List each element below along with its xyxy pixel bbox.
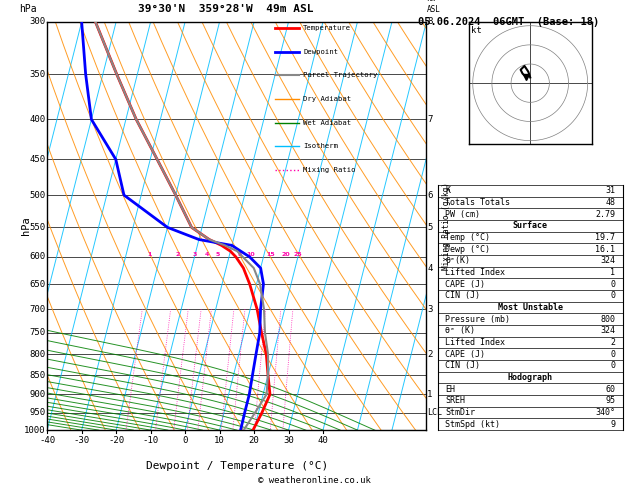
Text: CAPE (J): CAPE (J) [445, 279, 485, 289]
Text: CIN (J): CIN (J) [445, 362, 480, 370]
Text: CAPE (J): CAPE (J) [445, 350, 485, 359]
Text: 48: 48 [605, 198, 615, 207]
Text: 900: 900 [29, 390, 45, 399]
Text: Lifted Index: Lifted Index [445, 338, 505, 347]
Text: 450: 450 [29, 155, 45, 164]
Text: Wet Adiabat: Wet Adiabat [303, 120, 351, 126]
Text: 0: 0 [182, 436, 188, 445]
Text: 4: 4 [427, 263, 433, 273]
Text: Isotherm: Isotherm [303, 143, 338, 149]
Text: 3: 3 [427, 305, 433, 313]
Text: 800: 800 [600, 315, 615, 324]
Text: 340°: 340° [595, 408, 615, 417]
Text: Parcel Trajectory: Parcel Trajectory [303, 72, 377, 78]
Text: © weatheronline.co.uk: © weatheronline.co.uk [258, 476, 371, 485]
Text: CIN (J): CIN (J) [445, 291, 480, 300]
Text: 0: 0 [610, 362, 615, 370]
Text: 750: 750 [29, 328, 45, 337]
Text: StmSpd (kt): StmSpd (kt) [445, 420, 500, 429]
Text: 0: 0 [610, 279, 615, 289]
Text: 10: 10 [214, 436, 225, 445]
Text: StmDir: StmDir [445, 408, 475, 417]
Text: Dry Adiabat: Dry Adiabat [303, 96, 351, 102]
Text: Dewp (°C): Dewp (°C) [445, 244, 490, 254]
Text: -20: -20 [108, 436, 124, 445]
Text: 25: 25 [293, 252, 302, 257]
Text: Pressure (mb): Pressure (mb) [445, 315, 510, 324]
Text: 15: 15 [267, 252, 275, 257]
Text: 500: 500 [29, 191, 45, 200]
Text: 0: 0 [610, 350, 615, 359]
Text: 2: 2 [427, 350, 433, 359]
Text: 2.79: 2.79 [595, 209, 615, 219]
Text: 16.1: 16.1 [595, 244, 615, 254]
Text: θᵉ (K): θᵉ (K) [445, 327, 475, 335]
Text: 20: 20 [248, 436, 259, 445]
Text: 3: 3 [192, 252, 197, 257]
Text: Lifted Index: Lifted Index [445, 268, 505, 277]
Text: hPa: hPa [21, 217, 31, 235]
Text: 8: 8 [237, 252, 242, 257]
Text: 7: 7 [427, 115, 433, 124]
Text: Mixing Ratio: Mixing Ratio [303, 167, 355, 173]
Text: 10: 10 [246, 252, 255, 257]
Text: 5: 5 [427, 223, 433, 232]
Text: θᵉ(K): θᵉ(K) [445, 256, 470, 265]
Text: 5: 5 [215, 252, 220, 257]
Text: 60: 60 [605, 385, 615, 394]
Text: 2: 2 [175, 252, 180, 257]
Text: 6: 6 [427, 191, 433, 200]
Text: 95: 95 [605, 397, 615, 405]
Text: -10: -10 [143, 436, 159, 445]
Text: 40: 40 [318, 436, 328, 445]
Text: 30: 30 [283, 436, 294, 445]
Text: 350: 350 [29, 69, 45, 79]
Text: Surface: Surface [513, 221, 548, 230]
Text: 05.06.2024  06GMT  (Base: 18): 05.06.2024 06GMT (Base: 18) [418, 17, 599, 27]
Text: EH: EH [445, 385, 455, 394]
Text: 850: 850 [29, 370, 45, 380]
Text: -30: -30 [74, 436, 90, 445]
Text: Mixing Ratio (g/kg): Mixing Ratio (g/kg) [442, 182, 450, 270]
Text: 20: 20 [281, 252, 290, 257]
Text: Temp (°C): Temp (°C) [445, 233, 490, 242]
Text: 19.7: 19.7 [595, 233, 615, 242]
Text: 324: 324 [600, 327, 615, 335]
Text: 324: 324 [600, 256, 615, 265]
Text: SREH: SREH [445, 397, 465, 405]
Text: 1: 1 [147, 252, 152, 257]
Text: K: K [445, 186, 450, 195]
Text: 800: 800 [29, 350, 45, 359]
Text: 650: 650 [29, 279, 45, 289]
Text: 1000: 1000 [24, 426, 45, 434]
Text: Hodograph: Hodograph [508, 373, 553, 382]
Text: 9: 9 [610, 420, 615, 429]
Text: 39°30'N  359°28'W  49m ASL: 39°30'N 359°28'W 49m ASL [138, 4, 313, 14]
Text: 1: 1 [427, 390, 433, 399]
Text: LCL: LCL [427, 408, 442, 417]
Text: 400: 400 [29, 115, 45, 124]
Text: Dewpoint: Dewpoint [303, 49, 338, 54]
Text: 2: 2 [610, 338, 615, 347]
Text: -40: -40 [39, 436, 55, 445]
Text: 31: 31 [605, 186, 615, 195]
Text: 950: 950 [29, 408, 45, 417]
Text: km
ASL: km ASL [426, 0, 440, 14]
Text: kt: kt [471, 26, 482, 35]
Text: Most Unstable: Most Unstable [498, 303, 563, 312]
Text: 550: 550 [29, 223, 45, 232]
Text: PW (cm): PW (cm) [445, 209, 480, 219]
Text: Temperature: Temperature [303, 25, 351, 31]
Text: 0: 0 [610, 291, 615, 300]
Text: 8: 8 [427, 17, 433, 26]
Text: Dewpoint / Temperature (°C): Dewpoint / Temperature (°C) [146, 461, 328, 471]
Text: hPa: hPa [19, 4, 36, 14]
Text: Totals Totals: Totals Totals [445, 198, 510, 207]
Text: 300: 300 [29, 17, 45, 26]
Text: 1: 1 [610, 268, 615, 277]
Text: 4: 4 [205, 252, 209, 257]
Text: 600: 600 [29, 252, 45, 261]
Text: 700: 700 [29, 305, 45, 313]
